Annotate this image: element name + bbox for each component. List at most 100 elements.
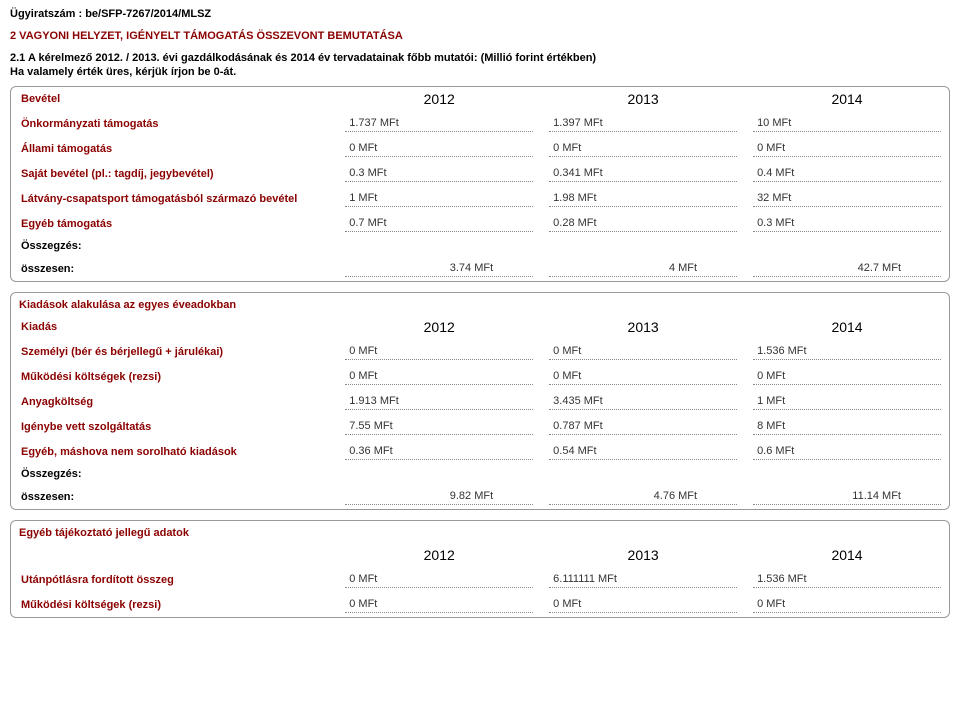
row-label: Személyi (bér és bérjellegű + járulékai): [11, 339, 337, 364]
row-label: Működési költségek (rezsi): [11, 592, 337, 617]
header-year-3: 2014: [745, 87, 949, 111]
other-info-panel: Egyéb tájékoztató jellegű adatok 2012 20…: [10, 520, 950, 618]
summary-row: összesen: 9.82 MFt 4.76 MFt 11.14 MFt: [11, 484, 949, 509]
summary-head-row: Összegzés:: [11, 236, 949, 256]
table-row: Egyéb, máshova nem sorolható kiadások 0.3…: [11, 439, 949, 464]
table-row: Igénybe vett szolgáltatás 7.55 MFt 0.787 M…: [11, 414, 949, 439]
summary-value: 9.82 MFt: [345, 488, 533, 505]
table-row: Utánpótlásra fordított összeg 0 MFt 6.1111…: [11, 567, 949, 592]
revenue-panel: Bevétel 2012 2013 2014 Önkormányzati tám…: [10, 86, 950, 282]
table-row: Anyagköltség 1.913 MFt 3.435 MFt 1 MFt: [11, 389, 949, 414]
value-field[interactable]: 0.7 MFt: [345, 215, 533, 232]
value-field[interactable]: 0.6 MFt: [753, 443, 941, 460]
row-label: Önkormányzati támogatás: [11, 111, 337, 136]
note: Ha valamely érték üres, kérjük írjon be …: [10, 66, 950, 78]
summary-label: összesen:: [11, 256, 337, 281]
expenses-panel: Kiadások alakulása az egyes éveadokban K…: [10, 292, 950, 510]
value-field[interactable]: 0 MFt: [753, 596, 941, 613]
value-field[interactable]: 1.536 MFt: [753, 343, 941, 360]
value-field[interactable]: 0.3 MFt: [345, 165, 533, 182]
header-label: Kiadás: [11, 315, 337, 339]
other-info-table: 2012 2013 2014 Utánpótlásra fordított ös…: [11, 543, 949, 617]
value-field[interactable]: 0.54 MFt: [549, 443, 737, 460]
value-field[interactable]: 8 MFt: [753, 418, 941, 435]
summary-value: 42.7 MFt: [753, 260, 941, 277]
summary-label: összesen:: [11, 484, 337, 509]
sub-title: 2.1 A kérelmező 2012. / 2013. évi gazdál…: [10, 52, 950, 64]
table-row: Állami támogatás 0 MFt 0 MFt 0 MFt: [11, 136, 949, 161]
case-number: Ügyiratszám : be/SFP-7267/2014/MLSZ: [10, 8, 950, 20]
table-row: Működési költségek (rezsi) 0 MFt 0 MFt 0 MF…: [11, 592, 949, 617]
value-field[interactable]: 7.55 MFt: [345, 418, 533, 435]
summary-head: Összegzés:: [11, 236, 949, 256]
header-year-2: 2013: [541, 543, 745, 567]
value-field[interactable]: 0 MFt: [549, 140, 737, 157]
row-label: Egyéb, máshova nem sorolható kiadások: [11, 439, 337, 464]
header-year-3: 2014: [745, 315, 949, 339]
header-label: Bevétel: [11, 87, 337, 111]
table-row: Személyi (bér és bérjellegű + járulékai)…: [11, 339, 949, 364]
summary-value: 4.76 MFt: [549, 488, 737, 505]
value-field[interactable]: 1.737 MFt: [345, 115, 533, 132]
value-field[interactable]: 0.3 MFt: [753, 215, 941, 232]
value-field[interactable]: 1 MFt: [753, 393, 941, 410]
value-field[interactable]: 0 MFt: [345, 571, 533, 588]
summary-value: 11.14 MFt: [753, 488, 941, 505]
value-field[interactable]: 0 MFt: [753, 368, 941, 385]
table-row: Működési költségek (rezsi) 0 MFt 0 MFt 0 MF…: [11, 364, 949, 389]
table-row: Önkormányzati támogatás 1.737 MFt 1.397 MF…: [11, 111, 949, 136]
summary-value: 3.74 MFt: [345, 260, 533, 277]
value-field[interactable]: 1.536 MFt: [753, 571, 941, 588]
value-field[interactable]: 0.787 MFt: [549, 418, 737, 435]
table-header-row: Bevétel 2012 2013 2014: [11, 87, 949, 111]
value-field[interactable]: 3.435 MFt: [549, 393, 737, 410]
row-label: Igénybe vett szolgáltatás: [11, 414, 337, 439]
summary-row: összesen: 3.74 MFt 4 MFt 42.7 MFt: [11, 256, 949, 281]
row-label: Látvány-csapatsport támogatásból származ…: [11, 186, 337, 211]
value-field[interactable]: 0.36 MFt: [345, 443, 533, 460]
revenue-table: Bevétel 2012 2013 2014 Önkormányzati tám…: [11, 87, 949, 281]
row-label: Anyagköltség: [11, 389, 337, 414]
value-field[interactable]: 1 MFt: [345, 190, 533, 207]
value-field[interactable]: 32 MFt: [753, 190, 941, 207]
value-field[interactable]: 0 MFt: [549, 596, 737, 613]
header-label: [11, 543, 337, 567]
value-field[interactable]: 1.397 MFt: [549, 115, 737, 132]
value-field[interactable]: 0 MFt: [345, 596, 533, 613]
value-field[interactable]: 1.913 MFt: [345, 393, 533, 410]
value-field[interactable]: 0 MFt: [549, 368, 737, 385]
header-year-2: 2013: [541, 87, 745, 111]
row-label: Működési költségek (rezsi): [11, 364, 337, 389]
value-field[interactable]: 0 MFt: [345, 368, 533, 385]
table-row: Egyéb támogatás 0.7 MFt 0.28 MFt 0.3 MFt: [11, 211, 949, 236]
row-label: Állami támogatás: [11, 136, 337, 161]
value-field[interactable]: 0.341 MFt: [549, 165, 737, 182]
header-year-1: 2012: [337, 87, 541, 111]
value-field[interactable]: 0.4 MFt: [753, 165, 941, 182]
value-field[interactable]: 10 MFt: [753, 115, 941, 132]
expenses-table: Kiadás 2012 2013 2014 Személyi (bér és b…: [11, 315, 949, 509]
value-field[interactable]: 1.98 MFt: [549, 190, 737, 207]
value-field[interactable]: 0 MFt: [549, 343, 737, 360]
row-label: Utánpótlásra fordított összeg: [11, 567, 337, 592]
table-header-row: Kiadás 2012 2013 2014: [11, 315, 949, 339]
value-field[interactable]: 0 MFt: [753, 140, 941, 157]
value-field[interactable]: 0 MFt: [345, 343, 533, 360]
row-label: Egyéb támogatás: [11, 211, 337, 236]
row-label: Saját bevétel (pl.: tagdíj, jegybevétel): [11, 161, 337, 186]
header-year-2: 2013: [541, 315, 745, 339]
section-title: 2 VAGYONI HELYZET, IGÉNYELT TÁMOGATÁS ÖS…: [10, 30, 950, 42]
table-header-row: 2012 2013 2014: [11, 543, 949, 567]
value-field[interactable]: 0.28 MFt: [549, 215, 737, 232]
summary-head: Összegzés:: [11, 464, 949, 484]
value-field[interactable]: 0 MFt: [345, 140, 533, 157]
table-row: Saját bevétel (pl.: tagdíj, jegybevétel)…: [11, 161, 949, 186]
summary-value: 4 MFt: [549, 260, 737, 277]
expenses-title: Kiadások alakulása az egyes éveadokban: [11, 293, 949, 315]
header-year-1: 2012: [337, 315, 541, 339]
summary-head-row: Összegzés:: [11, 464, 949, 484]
value-field[interactable]: 6.111111 MFt: [549, 571, 737, 588]
table-row: Látvány-csapatsport támogatásból származ…: [11, 186, 949, 211]
other-info-title: Egyéb tájékoztató jellegű adatok: [11, 521, 949, 543]
header-year-3: 2014: [745, 543, 949, 567]
